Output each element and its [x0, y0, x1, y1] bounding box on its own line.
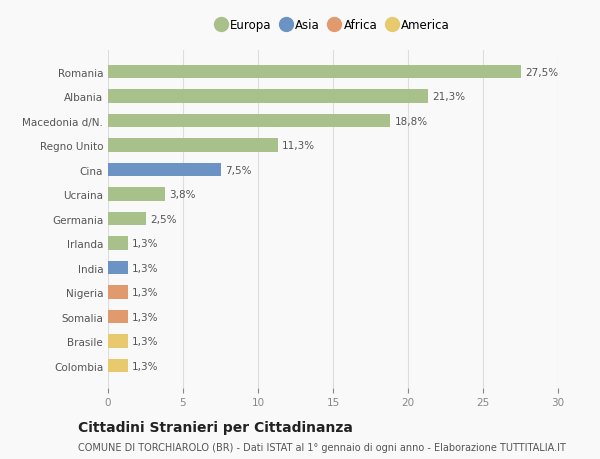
Text: 1,3%: 1,3%	[132, 312, 158, 322]
Text: 1,3%: 1,3%	[132, 336, 158, 347]
Text: 7,5%: 7,5%	[225, 165, 251, 175]
Bar	[108, 237, 128, 250]
Text: 1,3%: 1,3%	[132, 361, 158, 371]
Bar	[108, 115, 390, 128]
Text: 2,5%: 2,5%	[150, 214, 176, 224]
Bar	[108, 213, 146, 226]
Text: 11,3%: 11,3%	[282, 141, 315, 151]
Bar	[108, 310, 128, 324]
Bar	[108, 163, 221, 177]
Text: 21,3%: 21,3%	[432, 92, 465, 102]
Text: 27,5%: 27,5%	[525, 67, 558, 78]
Bar	[108, 188, 165, 202]
Text: 1,3%: 1,3%	[132, 239, 158, 249]
Legend: Europa, Asia, Africa, America: Europa, Asia, Africa, America	[212, 16, 454, 36]
Bar	[108, 335, 128, 348]
Text: 1,3%: 1,3%	[132, 287, 158, 297]
Text: COMUNE DI TORCHIAROLO (BR) - Dati ISTAT al 1° gennaio di ogni anno - Elaborazion: COMUNE DI TORCHIAROLO (BR) - Dati ISTAT …	[78, 442, 566, 452]
Text: 18,8%: 18,8%	[395, 117, 428, 126]
Bar	[108, 286, 128, 299]
Bar	[108, 359, 128, 373]
Text: 1,3%: 1,3%	[132, 263, 158, 273]
Text: Cittadini Stranieri per Cittadinanza: Cittadini Stranieri per Cittadinanza	[78, 420, 353, 434]
Bar	[108, 66, 521, 79]
Bar	[108, 90, 427, 104]
Bar	[108, 261, 128, 275]
Bar	[108, 139, 277, 152]
Text: 3,8%: 3,8%	[170, 190, 196, 200]
